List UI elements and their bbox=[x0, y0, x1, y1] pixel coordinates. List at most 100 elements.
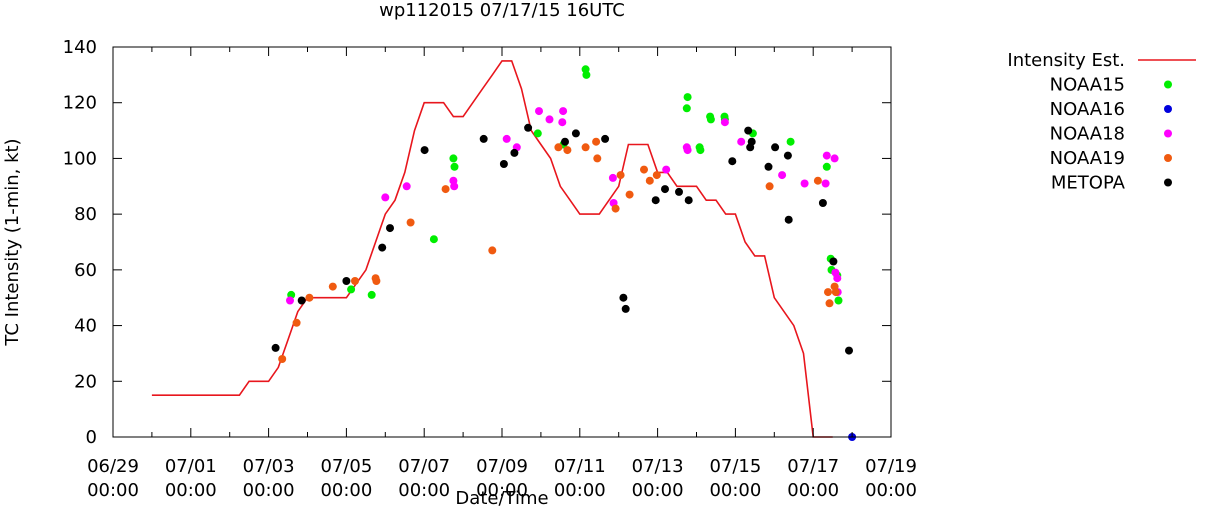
x-axis-label: Date/Time bbox=[455, 488, 548, 509]
series-line-intensity-est bbox=[151, 60, 833, 438]
data-point-noaa15 bbox=[682, 104, 691, 113]
x-tick-label-date: 07/03 bbox=[243, 456, 295, 477]
data-point-metopa bbox=[728, 157, 737, 166]
data-point-noaa15 bbox=[822, 162, 831, 171]
data-point-noaa19 bbox=[581, 143, 590, 152]
data-point-noaa19 bbox=[616, 171, 625, 180]
x-tick-label-date: 07/09 bbox=[476, 456, 528, 477]
data-point-metopa bbox=[297, 296, 306, 305]
data-point-noaa18 bbox=[737, 137, 746, 146]
data-point-metopa bbox=[764, 162, 773, 171]
x-tick-label-time: 00:00 bbox=[165, 480, 217, 501]
data-point-noaa15 bbox=[834, 296, 843, 305]
data-point-noaa15 bbox=[449, 154, 458, 163]
y-tick-label: 140 bbox=[63, 37, 97, 58]
data-point-metopa bbox=[601, 134, 610, 143]
data-point-metopa bbox=[561, 137, 569, 146]
data-point-noaa19 bbox=[593, 154, 602, 163]
data-point-noaa18 bbox=[450, 182, 459, 191]
data-point-noaa18 bbox=[662, 165, 671, 174]
legend-marker-noaa19 bbox=[1164, 154, 1172, 162]
data-point-noaa19 bbox=[305, 293, 314, 302]
data-point-metopa bbox=[499, 160, 508, 168]
data-point-noaa18 bbox=[381, 193, 390, 202]
x-tick-label-date: 07/07 bbox=[398, 456, 450, 477]
legend-label-noaa19: NOAA19 bbox=[1050, 148, 1125, 169]
data-point-noaa18 bbox=[821, 179, 830, 188]
plot-area bbox=[112, 46, 892, 441]
data-point-metopa bbox=[783, 151, 792, 160]
legend-marker-metopa bbox=[1164, 178, 1172, 187]
legend-label-intensity-est: Intensity Est. bbox=[1007, 50, 1125, 71]
x-tick-label-time: 00:00 bbox=[632, 480, 684, 501]
data-point-metopa bbox=[420, 146, 429, 155]
y-axis: 0 20 40 60 80 100 120 140 bbox=[63, 37, 891, 448]
data-point-noaa18 bbox=[286, 296, 294, 305]
y-tick-label: 20 bbox=[74, 371, 97, 392]
data-point-noaa19 bbox=[292, 318, 301, 327]
x-tick-label-time: 00:00 bbox=[787, 480, 839, 501]
data-point-metopa bbox=[386, 224, 394, 233]
y-tick-label: 120 bbox=[63, 93, 97, 114]
data-point-noaa15 bbox=[429, 235, 438, 244]
x-tick-label-date: 07/15 bbox=[709, 456, 761, 477]
data-point-noaa19 bbox=[592, 137, 601, 146]
data-point-noaa19 bbox=[488, 246, 497, 255]
data-point-noaa15 bbox=[786, 137, 795, 146]
data-point-noaa19 bbox=[765, 182, 774, 191]
data-point-noaa18 bbox=[608, 173, 617, 182]
legend-label-metopa: METOPA bbox=[1051, 173, 1126, 194]
data-point-metopa bbox=[621, 304, 630, 313]
data-point-noaa15 bbox=[367, 290, 376, 299]
data-point-noaa19 bbox=[645, 176, 654, 185]
y-tick-label: 60 bbox=[74, 260, 97, 281]
data-point-noaa18 bbox=[402, 182, 411, 191]
data-point-metopa bbox=[510, 148, 519, 157]
data-point-noaa18 bbox=[559, 107, 568, 116]
data-point-metopa bbox=[747, 137, 756, 146]
data-point-metopa bbox=[784, 215, 793, 224]
y-axis-label: TC Intensity (1-min, kt) bbox=[2, 138, 23, 346]
data-point-noaa19 bbox=[406, 218, 415, 227]
data-point-noaa15 bbox=[347, 285, 356, 294]
data-point-noaa15 bbox=[533, 129, 542, 138]
x-tick-label-time: 00:00 bbox=[398, 480, 450, 501]
data-point-metopa bbox=[342, 277, 351, 285]
data-point-metopa bbox=[675, 187, 683, 196]
data-point-metopa bbox=[524, 123, 533, 132]
x-tick-label-time: 00:00 bbox=[87, 480, 139, 501]
data-point-metopa bbox=[651, 196, 660, 205]
data-point-metopa bbox=[571, 129, 580, 138]
x-tick-label-time: 00:00 bbox=[243, 480, 295, 501]
x-tick-label-date: 07/19 bbox=[865, 456, 917, 477]
data-point-noaa15 bbox=[706, 115, 715, 124]
x-tick-label-date: 07/05 bbox=[320, 456, 372, 477]
x-tick-label-date: 07/17 bbox=[787, 456, 839, 477]
x-axis: 06/29 00:00 07/01 00:00 07/03 00:00 07/05 00:00… bbox=[87, 47, 917, 501]
data-point-noaa19 bbox=[625, 190, 634, 199]
data-point-noaa19 bbox=[825, 299, 834, 308]
legend-label-noaa16: NOAA16 bbox=[1050, 99, 1125, 120]
x-tick-label-time: 00:00 bbox=[554, 480, 606, 501]
data-point-noaa18 bbox=[822, 151, 831, 160]
data-point-noaa19 bbox=[372, 277, 381, 285]
data-point-noaa19 bbox=[278, 355, 287, 363]
data-point-noaa19 bbox=[640, 165, 648, 174]
data-point-noaa19 bbox=[563, 146, 572, 155]
data-point-noaa19 bbox=[554, 143, 563, 152]
data-point-noaa19 bbox=[652, 171, 661, 180]
y-tick-label: 80 bbox=[74, 204, 97, 225]
x-tick-label-time: 00:00 bbox=[320, 480, 372, 501]
x-tick-label-time: 00:00 bbox=[476, 480, 528, 501]
data-point-metopa bbox=[661, 185, 669, 194]
plot-border bbox=[112, 46, 892, 438]
data-point-noaa19 bbox=[831, 288, 840, 297]
x-tick-label-date: 07/13 bbox=[632, 456, 684, 477]
data-point-noaa19 bbox=[813, 176, 822, 185]
data-point-metopa bbox=[378, 243, 387, 252]
data-point-metopa bbox=[684, 196, 693, 205]
data-point-metopa bbox=[818, 199, 827, 207]
data-point-metopa bbox=[744, 126, 753, 135]
data-point-noaa15 bbox=[582, 70, 591, 79]
